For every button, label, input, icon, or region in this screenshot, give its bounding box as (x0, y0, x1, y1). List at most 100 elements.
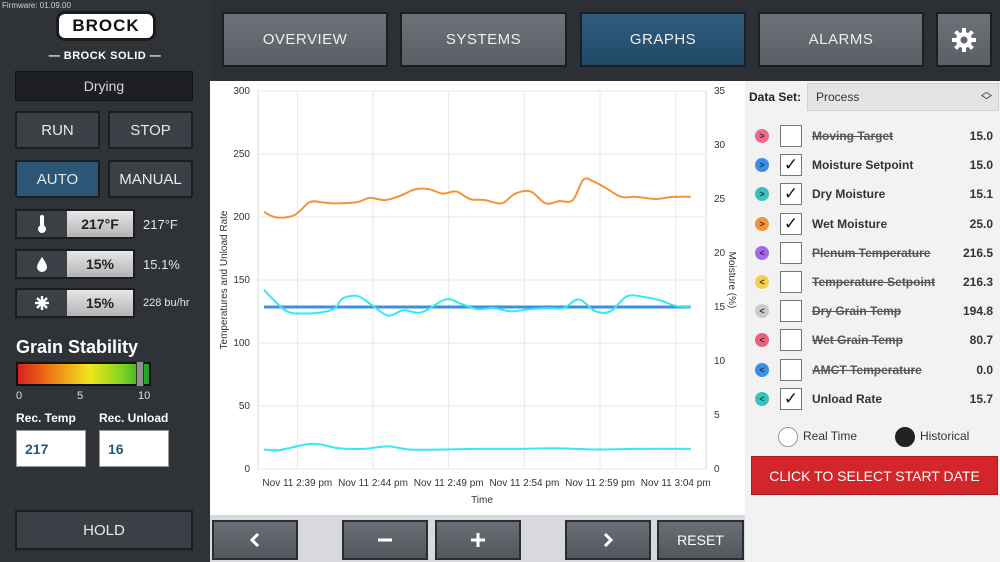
moisture-actual: 15.1% (143, 257, 180, 272)
series-axis-icon[interactable]: < (755, 391, 769, 406)
series-row[interactable]: > ✓ Wet Moisture 25.0 (745, 209, 1000, 238)
process-chart[interactable]: 0 50 100 150 200 250 300 0 5 10 15 20 25 30 35 Nov 11 2… (210, 81, 745, 515)
fan-icon (17, 290, 67, 316)
moisture-value: 15% (67, 251, 133, 277)
series-axis-icon[interactable]: > (755, 158, 769, 173)
realtime-radio[interactable] (778, 427, 798, 447)
series-axis-icon[interactable]: < (755, 362, 769, 377)
series-checkbox[interactable] (780, 125, 802, 147)
series-row[interactable]: > ✓ Moisture Setpoint 15.0 (745, 150, 1000, 179)
dataset-select[interactable]: Process ︿ ﹀ (807, 83, 999, 111)
y2-axis-title: Moisture (%) (726, 252, 737, 309)
x-tick-label: Nov 11 2:54 pm (489, 478, 559, 489)
y2-tick-label: 5 (714, 410, 720, 421)
moisture-reading[interactable]: 15% (15, 249, 135, 279)
grain-stability-handle[interactable] (135, 361, 144, 387)
temperature-reading[interactable]: 217°F (15, 209, 135, 239)
chevron-updown-icon: ︿ ﹀ (981, 86, 992, 107)
series-row[interactable]: > Moving Target 15.0 (745, 121, 1000, 150)
y2-tick-label: 25 (714, 194, 726, 205)
y2-tick-label: 0 (714, 464, 720, 475)
thermometer-icon (17, 211, 67, 237)
y2-tick-label: 20 (714, 248, 726, 259)
historical-radio[interactable] (895, 427, 915, 447)
pan-left-button[interactable] (212, 520, 298, 560)
series-row[interactable]: < Plenum Temperature 216.5 (745, 238, 1000, 267)
grain-stability-gauge[interactable] (16, 361, 151, 387)
series-value: 216.5 (962, 245, 993, 260)
series-checkbox[interactable]: ✓ (780, 154, 802, 177)
y-tick-label: 50 (239, 401, 251, 412)
series-row[interactable]: < AMCT Temperature 0.0 (745, 355, 1000, 384)
series-row[interactable]: > ✓ Dry Moisture 15.1 (745, 179, 1000, 208)
scale-tick: 0 (16, 390, 23, 402)
y-tick-label: 300 (233, 86, 250, 97)
dataset-label: Data Set: (749, 90, 802, 104)
graph-panel: 0 50 100 150 200 250 300 0 5 10 15 20 25 30 35 Nov 11 2… (210, 81, 745, 515)
series-row[interactable]: < Wet Grain Temp 80.7 (745, 325, 1000, 354)
logo-subtitle: — BROCK SOLID — (48, 50, 162, 62)
series-row[interactable]: < ✓ Unload Rate 15.7 (745, 384, 1000, 413)
unload-rate-actual: 228 bu/hr (143, 297, 190, 309)
dataset-value: Process (816, 90, 860, 104)
y-axis-title: Temperatures and Unload Rate (219, 210, 230, 349)
rec-temp-field[interactable]: 217 (16, 430, 86, 467)
manual-mode-button[interactable]: MANUAL (108, 160, 193, 198)
series-line (263, 177, 691, 219)
series-row[interactable]: < Temperature Setpoint 216.3 (745, 267, 1000, 296)
series-checkbox[interactable]: ✓ (780, 387, 802, 410)
zoom-out-button[interactable] (342, 520, 428, 560)
x-tick-label: Nov 11 2:49 pm (414, 478, 484, 489)
series-checkbox[interactable]: ✓ (780, 183, 802, 206)
series-value: 15.7 (969, 391, 993, 406)
series-checkbox[interactable] (780, 271, 802, 293)
series-row[interactable]: < Dry Grain Temp 194.8 (745, 296, 1000, 325)
realtime-label: Real Time (803, 429, 858, 443)
series-name: Wet Grain Temp (812, 333, 903, 348)
series-checkbox[interactable] (780, 241, 802, 264)
unload-reading[interactable]: 15% (15, 288, 135, 318)
series-value: 15.0 (969, 158, 993, 173)
series-axis-icon[interactable]: > (755, 187, 769, 202)
hold-button[interactable]: HOLD (15, 510, 193, 550)
select-start-date-button[interactable]: CLICK TO SELECT START DATE (751, 456, 998, 495)
series-name: Unload Rate (812, 391, 883, 406)
chevron-right-icon (603, 532, 614, 548)
series-checkbox[interactable] (780, 329, 802, 352)
series-axis-icon[interactable]: < (755, 333, 769, 348)
series-checkbox[interactable] (780, 358, 802, 381)
tab-systems[interactable]: SYSTEMS (400, 12, 567, 67)
stop-button[interactable]: STOP (108, 111, 193, 149)
series-axis-icon[interactable]: < (755, 304, 769, 319)
series-name: Moving Target (812, 129, 894, 143)
series-axis-icon[interactable]: < (755, 275, 769, 289)
series-axis-icon[interactable]: > (755, 216, 769, 231)
rec-unload-field[interactable]: 16 (99, 430, 169, 467)
series-checkbox[interactable] (780, 300, 802, 323)
grain-stability-title: Grain Stability (16, 337, 139, 357)
series-axis-icon[interactable]: < (755, 245, 769, 260)
tab-graphs[interactable]: GRAPHS (580, 12, 746, 67)
run-button[interactable]: RUN (15, 111, 100, 149)
zoom-in-button[interactable] (435, 520, 521, 560)
series-checkbox[interactable]: ✓ (780, 212, 802, 235)
reset-button[interactable]: RESET (657, 520, 744, 560)
settings-button[interactable] (936, 12, 992, 67)
x-tick-label: Nov 11 2:39 pm (262, 478, 332, 489)
series-name: Moisture Setpoint (812, 158, 914, 173)
x-tick-label: Nov 11 2:44 pm (338, 478, 408, 489)
rec-temp-label: Rec. Temp (16, 411, 76, 425)
series-axis-icon[interactable]: > (755, 129, 769, 143)
tab-alarms[interactable]: ALARMS (758, 12, 924, 67)
pan-right-button[interactable] (565, 520, 651, 560)
tab-overview[interactable]: OVERVIEW (222, 12, 388, 67)
rec-unload-label: Rec. Unload (99, 411, 169, 425)
y-tick-label: 150 (233, 275, 250, 286)
x-tick-label: Nov 11 2:59 pm (565, 478, 635, 489)
series-line (263, 289, 691, 317)
auto-mode-button[interactable]: AUTO (15, 160, 100, 198)
series-value: 15.1 (969, 187, 993, 202)
brock-logo: BROCK (56, 11, 156, 41)
moisture-drop-icon (17, 251, 67, 277)
